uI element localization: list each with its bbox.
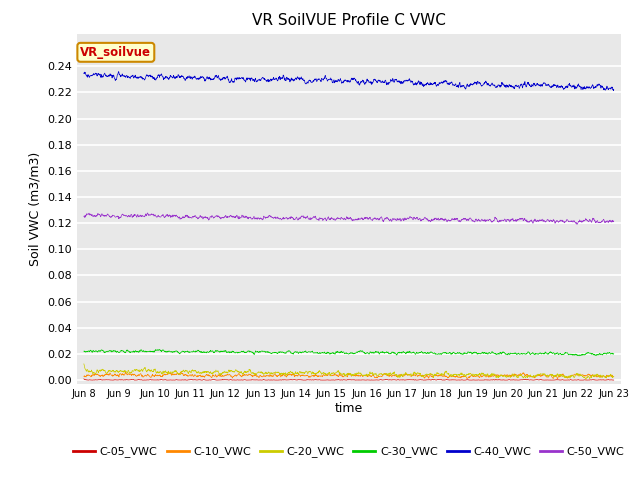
Legend: C-05_VWC, C-10_VWC, C-20_VWC, C-30_VWC, C-40_VWC, C-50_VWC: C-05_VWC, C-10_VWC, C-20_VWC, C-30_VWC, … xyxy=(68,442,629,462)
Title: VR SoilVUE Profile C VWC: VR SoilVUE Profile C VWC xyxy=(252,13,445,28)
Y-axis label: Soil VWC (m3/m3): Soil VWC (m3/m3) xyxy=(29,152,42,266)
Text: VR_soilvue: VR_soilvue xyxy=(81,46,151,59)
X-axis label: time: time xyxy=(335,402,363,415)
